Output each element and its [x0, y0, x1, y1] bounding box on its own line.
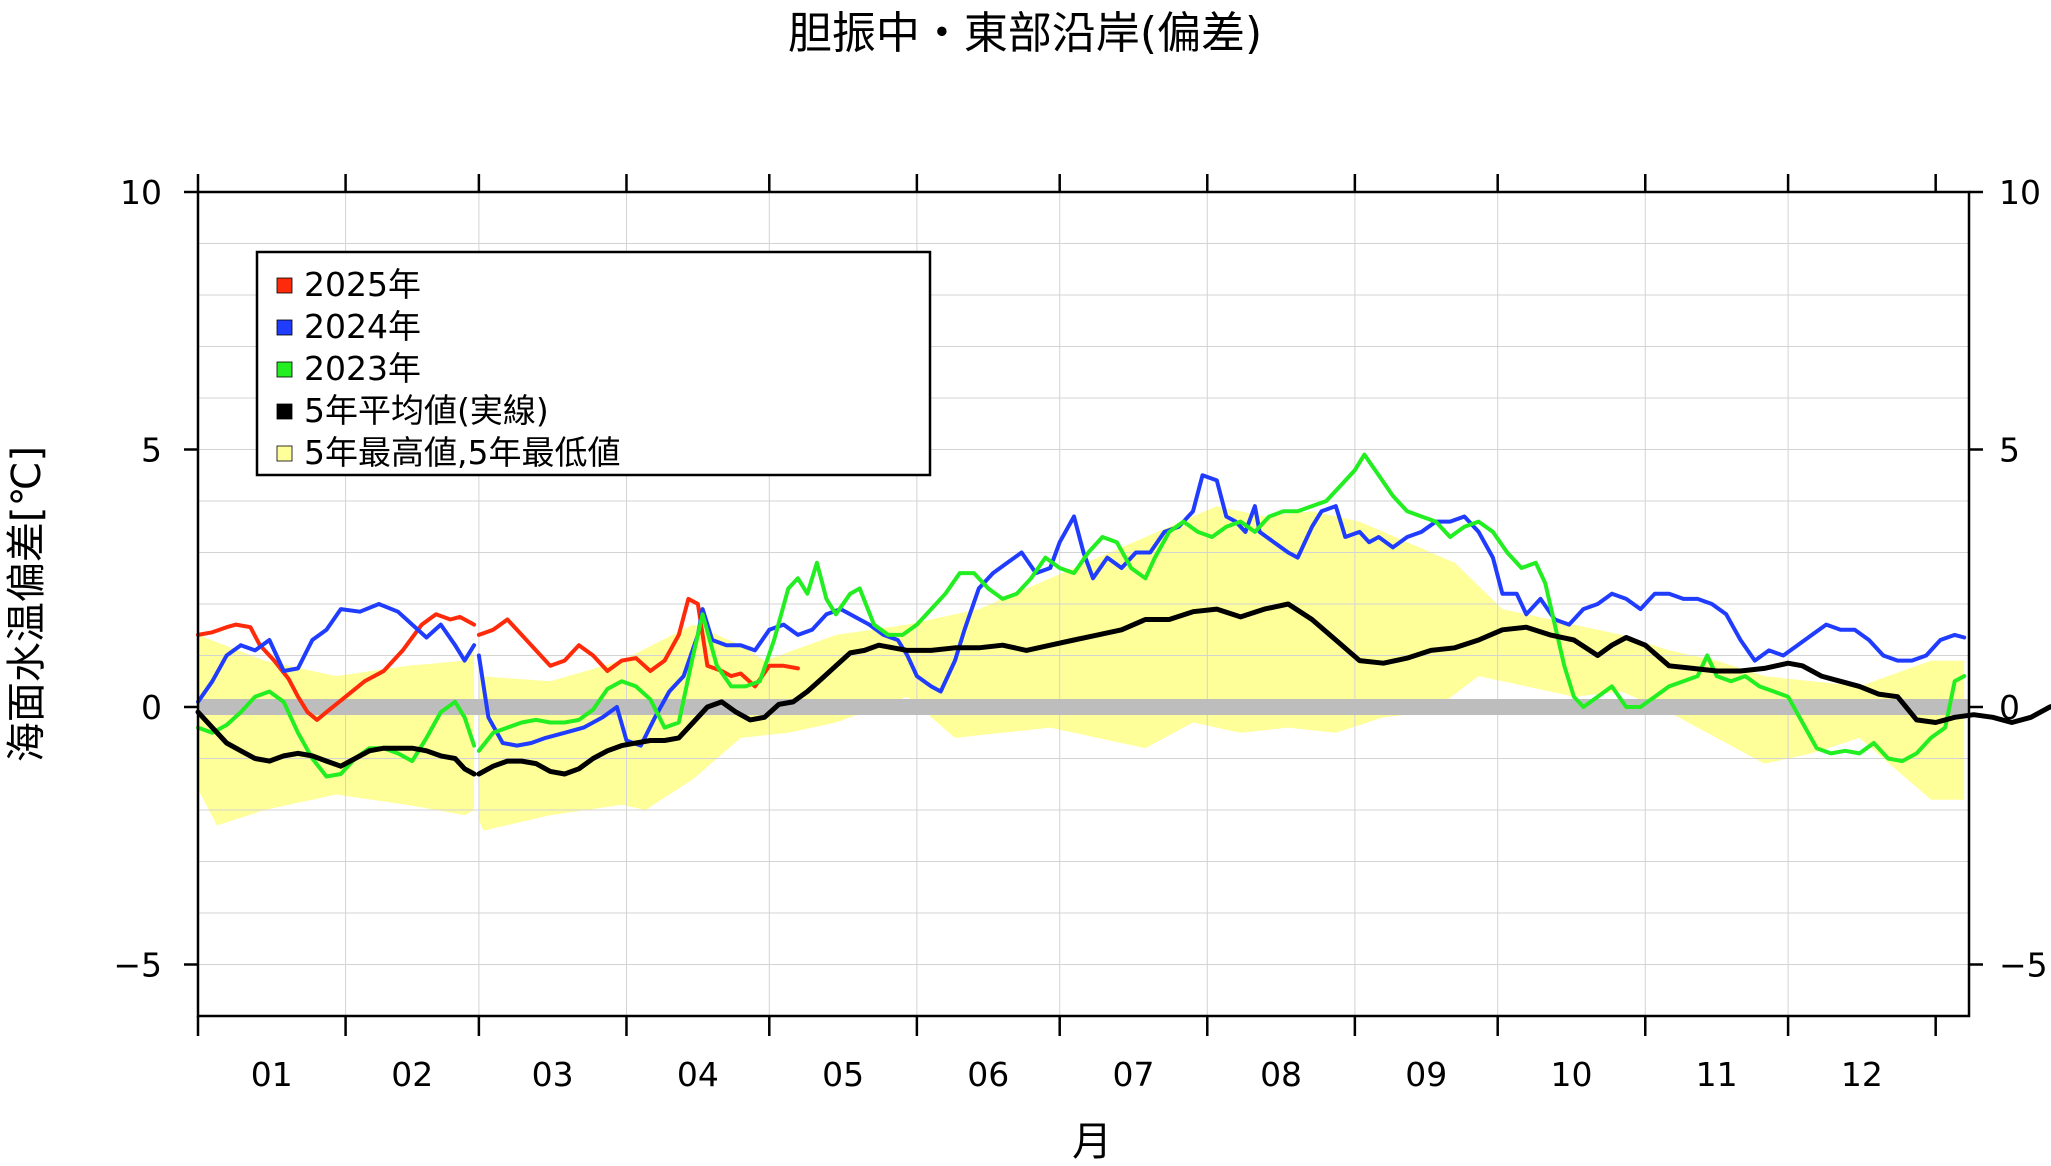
y-tick-label-right: 10	[1999, 173, 2041, 212]
y-tick-label-left: 10	[120, 173, 162, 212]
legend-label-0: 2025年	[304, 265, 421, 304]
x-tick-label: 11	[1696, 1055, 1738, 1094]
legend-swatch-2	[276, 361, 293, 378]
series-line-3-seg-1	[476, 601, 2051, 777]
legend-label-3: 5年平均値(実線)	[304, 391, 549, 430]
legend-label-2: 2023年	[304, 349, 421, 388]
legend-swatch-0	[276, 277, 293, 294]
y-tick-label-right: 0	[1999, 688, 2020, 727]
series-line-0-seg-1	[476, 596, 800, 689]
legend: 2025年 2024年 2023年 5年平均値(実線) 5年最高値,5年最低値	[255, 250, 932, 477]
x-tick-label: 01	[251, 1055, 293, 1094]
x-tick-label: 04	[677, 1055, 719, 1094]
legend-label-4: 5年最高値,5年最低値	[304, 433, 620, 472]
x-tick-label: 12	[1841, 1055, 1883, 1094]
legend-swatch-3	[276, 403, 293, 420]
legend-swatch-1	[276, 319, 293, 336]
x-tick-label: 02	[391, 1055, 433, 1094]
series-line-2-seg-0	[196, 689, 477, 779]
x-tick-label: 10	[1550, 1055, 1592, 1094]
x-tick-label: 07	[1112, 1055, 1154, 1094]
band-5yr-range-0	[198, 634, 475, 826]
y-axis-label: 海面水温偏差[℃]	[4, 446, 50, 762]
legend-label-1: 2024年	[304, 307, 421, 346]
legend-box	[255, 250, 932, 477]
y-tick-label-right: 5	[1999, 431, 2020, 470]
x-tick-label: 03	[532, 1055, 574, 1094]
chart-title: 胆振中・東部沿岸(偏差)	[788, 8, 1262, 59]
y-tick-label-left: −5	[113, 946, 162, 985]
x-tick-label: 09	[1405, 1055, 1447, 1094]
series-line-0-seg-0	[196, 612, 477, 722]
y-tick-label-left: 0	[141, 688, 162, 727]
series-line-1-seg-1	[476, 473, 1967, 748]
x-tick-label: 08	[1260, 1055, 1302, 1094]
y-tick-label-right: −5	[1999, 946, 2048, 985]
x-tick-label: 05	[822, 1055, 864, 1094]
band-5yr-range-1	[478, 506, 1965, 831]
legend-swatch-4	[276, 445, 293, 462]
series-line-1-seg-0	[196, 602, 477, 704]
series-line-3-seg-0	[195, 709, 477, 777]
y-tick-label-left: 5	[141, 431, 162, 470]
x-axis-label: 月	[1072, 1119, 1112, 1165]
x-tick-label: 06	[967, 1055, 1009, 1094]
plot-frame	[196, 190, 1971, 1018]
